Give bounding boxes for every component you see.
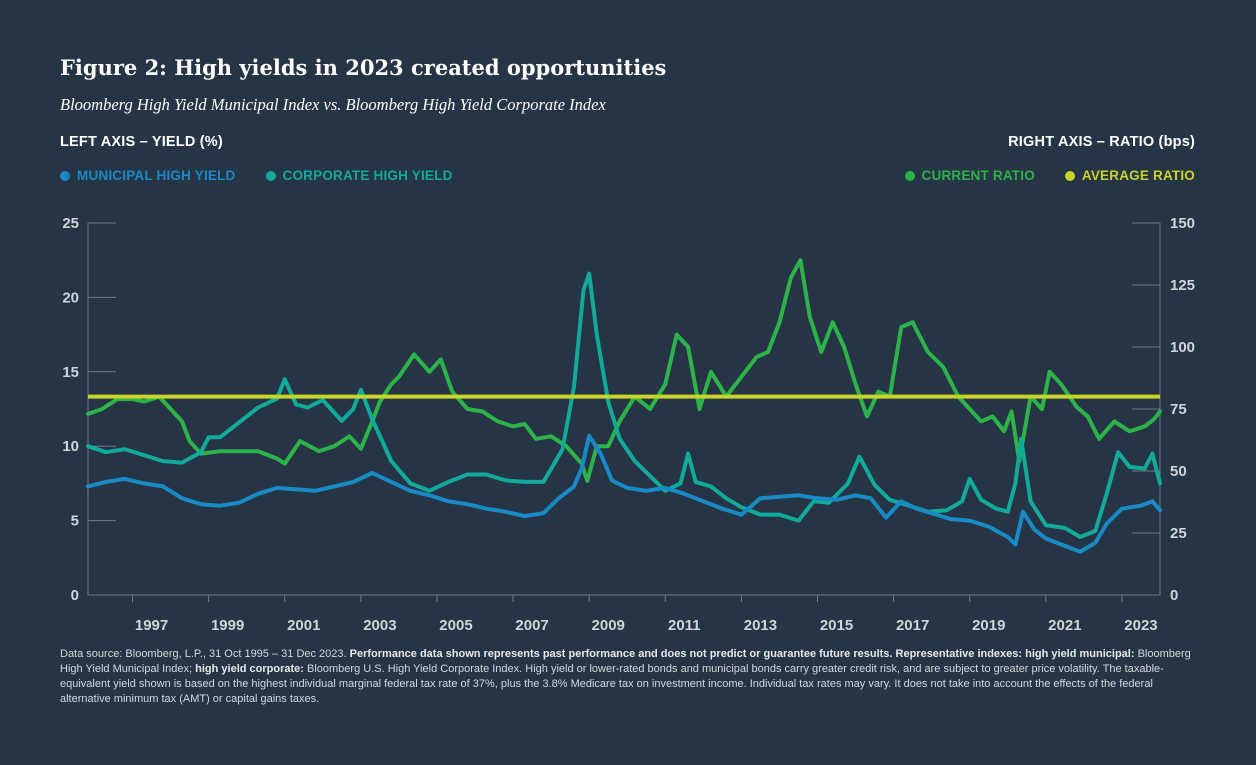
left-tick-label: 5 <box>71 513 79 530</box>
footnote-corporate-label: high yield corporate: <box>195 663 304 675</box>
municipal-dot-icon <box>60 170 70 181</box>
footnote-muni-index: Bloomberg High Yield Municipal Index; <box>60 648 1191 675</box>
right-tick-label: 100 <box>1170 339 1195 356</box>
legend-item-current-ratio: CURRENT RATIO <box>904 168 1035 183</box>
municipal-high-yield-line <box>86 433 1162 554</box>
corporate-high-yield-line <box>86 271 1162 539</box>
x-tick-label: 2011 <box>668 617 701 634</box>
footnote: Data source: Bloomberg, L.P., 31 Oct 199… <box>60 647 1200 707</box>
x-tick-label: 2017 <box>896 617 929 634</box>
footnote-source: Data source: Bloomberg, L.P., 31 Oct 199… <box>60 648 350 660</box>
legend-item-corporate: CORPORATE HIGH YIELD <box>265 168 453 183</box>
chart-subtitle: Bloomberg High Yield Municipal Index vs.… <box>60 95 606 114</box>
left-tick-label: 20 <box>62 289 79 306</box>
right-tick-label: 0 <box>1170 587 1178 604</box>
left-tick-label: 15 <box>62 364 79 381</box>
x-tick-label: 2001 <box>287 617 320 634</box>
average-ratio-dot-icon <box>1064 170 1075 181</box>
x-tick-label: 1999 <box>211 617 244 634</box>
legend-label-municipal: MUNICIPAL HIGH YIELD <box>77 168 236 183</box>
left-tick-label: 10 <box>62 438 79 455</box>
chart-title: Figure 2: High yields in 2023 created op… <box>60 55 667 80</box>
legend-right: CURRENT RATIO AVERAGE RATIO <box>904 168 1195 183</box>
right-tick-label: 125 <box>1170 277 1195 294</box>
right-tick-label: 50 <box>1170 463 1187 480</box>
x-tick-label: 2019 <box>972 617 1005 634</box>
line-chart: 0 5 10 15 20 25 0 25 50 75 100 125 150 1997 1999 2001 20… <box>62 215 1195 634</box>
x-tick-label: 2009 <box>592 617 625 634</box>
x-tick-label: 2005 <box>439 617 472 634</box>
corporate-dot-icon <box>265 170 276 181</box>
x-tick-label: 2013 <box>744 617 777 634</box>
right-tick-label: 150 <box>1170 215 1195 232</box>
x-tick-label: 2003 <box>363 617 396 634</box>
footnote-performance-note: Performance data shown represents past p… <box>349 648 1135 660</box>
legend-label-current-ratio: CURRENT RATIO <box>921 168 1035 183</box>
legend-left: MUNICIPAL HIGH YIELD CORPORATE HIGH YIEL… <box>60 168 453 183</box>
legend-label-average-ratio: AVERAGE RATIO <box>1081 168 1195 183</box>
left-tick-label: 25 <box>62 215 79 232</box>
x-tick-label: 2023 <box>1124 617 1157 634</box>
right-axis-title: RIGHT AXIS – RATIO (bps) <box>1008 134 1195 150</box>
x-tick-label: 2021 <box>1048 617 1081 634</box>
legend-item-average-ratio: AVERAGE RATIO <box>1064 168 1195 183</box>
footnote-disclaimer: Bloomberg U.S. High Yield Corporate Inde… <box>60 663 1164 705</box>
right-tick-label: 25 <box>1170 525 1187 542</box>
left-tick-label: 0 <box>71 587 79 604</box>
x-tick-label: 1997 <box>135 617 168 634</box>
current-ratio-dot-icon <box>904 170 915 181</box>
left-axis-title: LEFT AXIS – YIELD (%) <box>60 134 223 150</box>
x-tick-label: 2015 <box>820 617 853 634</box>
x-tick-label: 2007 <box>515 617 548 634</box>
legend-label-corporate: CORPORATE HIGH YIELD <box>282 168 453 183</box>
legend-item-municipal: MUNICIPAL HIGH YIELD <box>60 168 236 183</box>
right-tick-label: 75 <box>1170 401 1187 418</box>
